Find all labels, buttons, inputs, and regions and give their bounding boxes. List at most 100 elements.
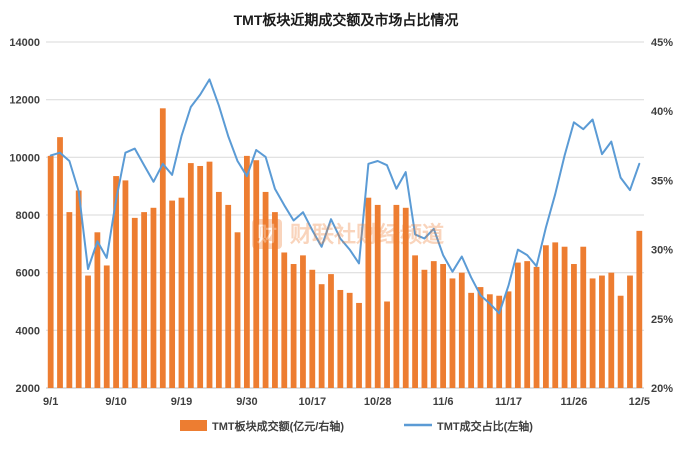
chart-title: TMT板块近期成交额及市场占比情况 (234, 12, 459, 28)
line-series (49, 78, 641, 315)
bar (66, 212, 73, 388)
y-left-tick-label: 12000 (9, 95, 40, 107)
bar (290, 264, 297, 388)
bar (514, 262, 521, 388)
bar (328, 274, 334, 388)
bar (608, 272, 615, 388)
bar (318, 284, 325, 388)
bar (580, 246, 587, 388)
y-left-tick-label: 8000 (16, 210, 40, 222)
y-right-tick-label: 45% (651, 37, 673, 49)
x-tick-label: 9/19 (171, 396, 192, 408)
bar (542, 245, 549, 388)
line-path (49, 78, 641, 315)
bar (197, 165, 204, 388)
bar (449, 278, 456, 388)
bar (599, 275, 605, 388)
y-left-tick-label: 2000 (16, 383, 40, 395)
bar (524, 261, 531, 388)
bar (215, 191, 222, 388)
x-tick-label: 11/6 (433, 396, 454, 408)
bar (309, 269, 316, 388)
bar (561, 246, 568, 388)
bar (281, 252, 288, 388)
bar (627, 275, 633, 388)
bar (384, 301, 390, 388)
y-left-tick-label: 10000 (9, 152, 40, 164)
y-axis-right-labels: 20% 25% 30% 35% 40% 45% (651, 37, 673, 395)
bar (253, 160, 260, 388)
bar (47, 155, 54, 388)
bar (477, 287, 484, 388)
bar (346, 292, 353, 388)
bar (122, 180, 129, 388)
y-right-tick-label: 35% (651, 175, 673, 187)
bar (393, 204, 400, 388)
bar (617, 295, 624, 388)
legend-line-label: TMT成交占比(左轴) (437, 419, 533, 433)
x-tick-label: 11/17 (495, 396, 522, 408)
y-left-tick-label: 6000 (16, 268, 40, 280)
x-tick-label: 10/28 (364, 396, 392, 408)
bar (421, 269, 428, 388)
watermark-logo-char: 财 (257, 222, 277, 246)
bar (262, 191, 269, 388)
bar (141, 212, 147, 388)
y-left-tick-label: 14000 (9, 37, 40, 49)
bar (131, 217, 138, 388)
watermark: 财 财联社财经频道 (252, 219, 444, 249)
bar (356, 302, 362, 388)
bar (187, 163, 194, 388)
bar (496, 295, 503, 388)
x-tick-label: 10/17 (299, 396, 327, 408)
bar (636, 230, 643, 388)
x-tick-label: 9/1 (43, 396, 58, 408)
bar (300, 255, 306, 388)
bar (589, 278, 596, 388)
y-left-tick-label: 4000 (16, 325, 40, 337)
bar (206, 161, 213, 388)
x-tick-label: 9/10 (105, 396, 126, 408)
bar (468, 292, 475, 388)
y-axis-left-labels: 2000 4000 6000 8000 10000 12000 14000 (9, 37, 40, 395)
bar (150, 207, 157, 388)
y-right-tick-label: 30% (651, 245, 673, 257)
bar (571, 264, 577, 388)
y-right-tick-label: 25% (651, 314, 673, 326)
bar (533, 266, 540, 388)
bar (94, 232, 101, 388)
bar (430, 261, 437, 388)
bar (85, 275, 91, 388)
watermark-logo (252, 219, 282, 249)
bar (75, 190, 82, 388)
bar (103, 265, 110, 388)
bar (402, 207, 409, 388)
x-tick-label: 11/26 (560, 396, 587, 408)
y-right-tick-label: 40% (651, 106, 673, 118)
bar (374, 204, 381, 388)
legend-bar-swatch (180, 420, 207, 431)
bar (337, 289, 344, 388)
bar (505, 291, 512, 388)
bar (486, 294, 493, 388)
bar (159, 108, 166, 388)
legend: TMT板块成交额(亿元/右轴) TMT成交占比(左轴) (180, 419, 533, 433)
bar (243, 155, 250, 388)
watermark-text: 财联社财经频道 (290, 222, 444, 247)
bar (440, 264, 446, 388)
x-tick-label: 12/5 (629, 396, 650, 408)
bar (234, 232, 241, 388)
bar (178, 197, 185, 388)
bar (225, 204, 232, 388)
bar (458, 272, 465, 388)
bar (552, 242, 559, 388)
bar (412, 255, 418, 388)
bar-series (47, 108, 643, 388)
bar (365, 197, 372, 388)
bar (272, 212, 278, 388)
y-right-tick-label: 20% (651, 383, 673, 395)
bar (113, 176, 119, 388)
legend-bar-label: TMT板块成交额(亿元/右轴) (212, 419, 344, 433)
